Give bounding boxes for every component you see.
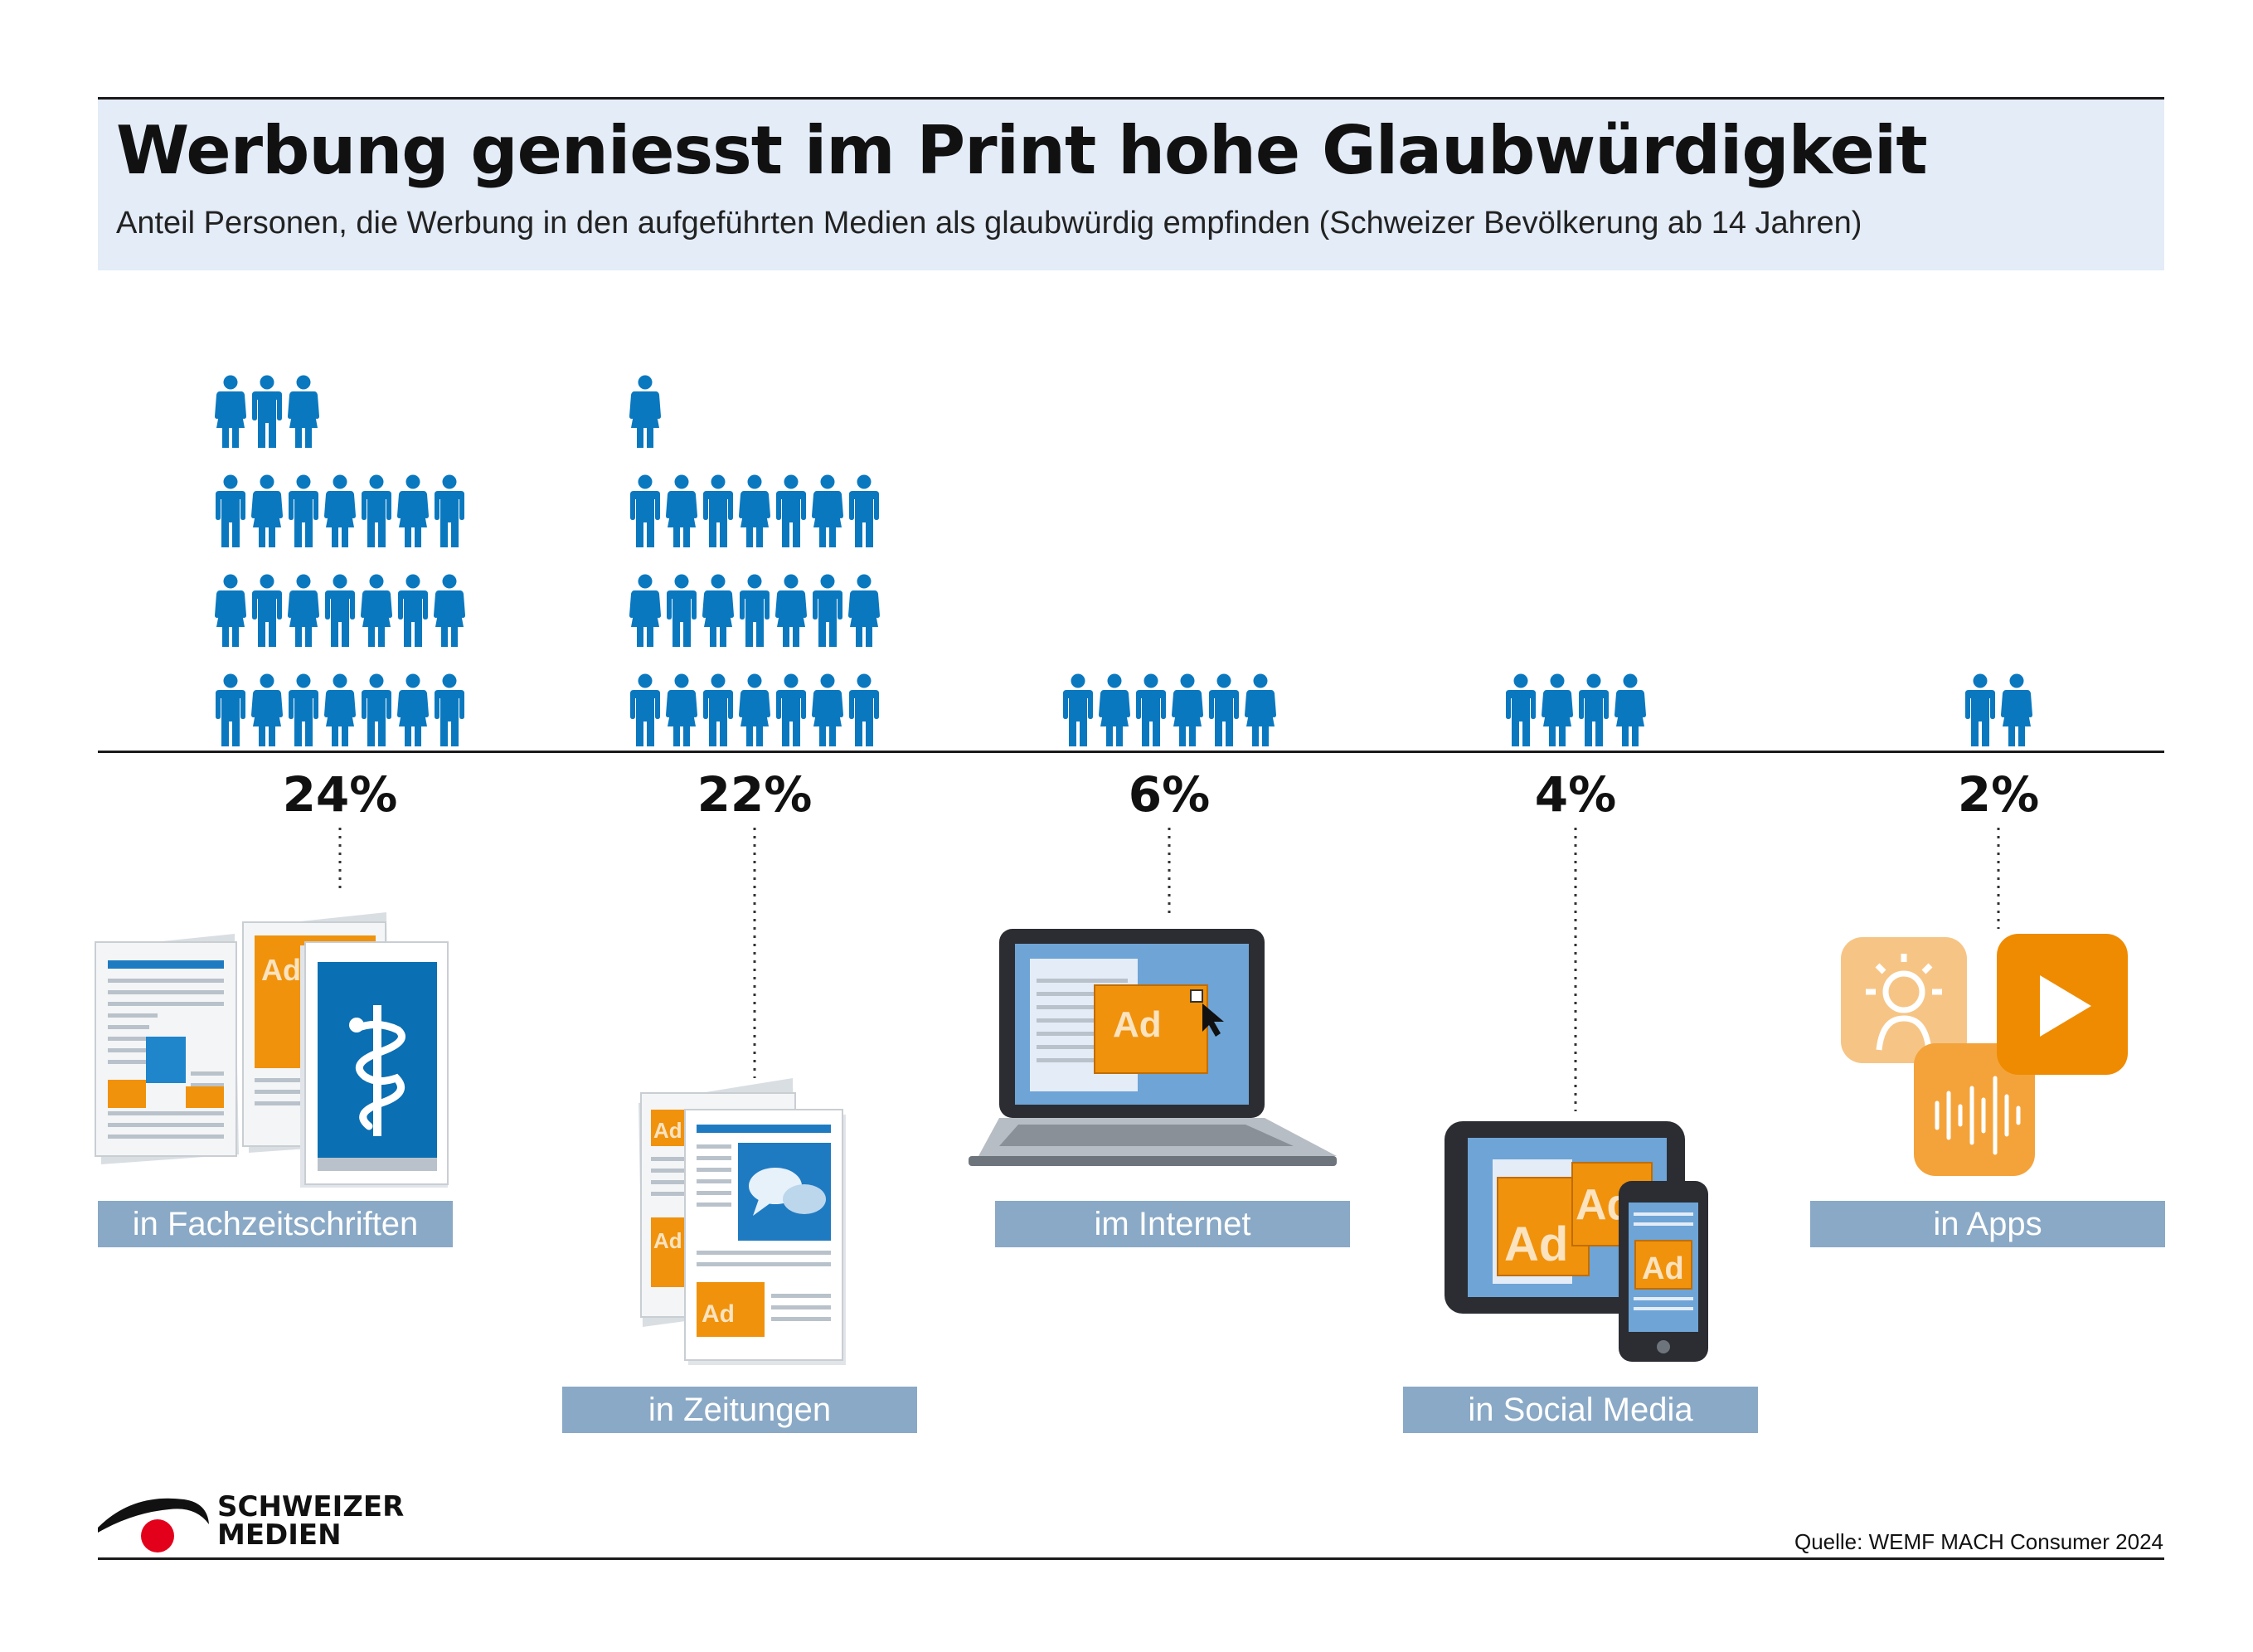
magazine-icon: Ad: [95, 912, 449, 1188]
leader-lines: [338, 828, 2000, 1111]
person-figure: [776, 673, 806, 746]
person-figure: [1542, 673, 1573, 746]
value-label: 4%: [1535, 766, 1616, 823]
person-figure: [288, 574, 319, 647]
apps-icon: [1841, 934, 2128, 1176]
person-figure: [251, 673, 283, 746]
person-figure: [289, 673, 318, 746]
person-figure: [324, 474, 356, 547]
person-figure: [1579, 673, 1609, 746]
svg-text:Ad: Ad: [1504, 1217, 1568, 1271]
person-figure: [739, 673, 770, 746]
svg-text:Ad: Ad: [653, 1118, 682, 1143]
person-figure: [1965, 673, 1995, 746]
person-figure: [362, 673, 391, 746]
svg-text:Ad: Ad: [261, 953, 301, 987]
person-figure: [216, 474, 245, 547]
pictogram-figures: [215, 375, 2032, 746]
tablet-phone-icon: Ad Ad Ad: [1445, 1121, 1708, 1362]
person-figure: [629, 574, 661, 647]
person-figure: [740, 574, 770, 647]
svg-text:Ad: Ad: [1113, 1004, 1162, 1045]
person-figure: [1245, 673, 1276, 746]
header-background: [98, 100, 2164, 270]
page-subtitle: Anteil Personen, die Werbung in den aufg…: [116, 206, 1862, 241]
person-figure: [251, 474, 283, 547]
logo-mark: [98, 1498, 209, 1552]
page-title: Werbung geniesst im Print hohe Glaubwürd…: [116, 112, 1928, 189]
person-figure: [362, 474, 391, 547]
person-figure: [776, 474, 806, 547]
person-figure: [702, 574, 734, 647]
person-figure: [1172, 673, 1203, 746]
person-figure: [848, 574, 880, 647]
person-figure: [630, 673, 660, 746]
person-figure: [667, 574, 697, 647]
value-label: 6%: [1129, 766, 1210, 823]
person-figure: [703, 673, 733, 746]
person-figure: [849, 673, 879, 746]
person-figure: [434, 574, 465, 647]
person-figure: [812, 474, 843, 547]
person-figure: [435, 673, 464, 746]
person-figure: [1506, 673, 1536, 746]
person-figure: [324, 673, 356, 746]
bottom-rule: [98, 1557, 2164, 1560]
person-figure: [775, 574, 807, 647]
top-rule: [98, 97, 2164, 100]
person-figure: [325, 574, 355, 647]
category-label-apps: in Apps: [1810, 1201, 2165, 1247]
person-figure: [288, 375, 319, 448]
person-figure: [216, 673, 245, 746]
svg-text:Ad: Ad: [1642, 1251, 1684, 1286]
person-figure: [812, 673, 843, 746]
value-label: 2%: [1958, 766, 2039, 823]
person-figure: [361, 574, 392, 647]
person-figure: [703, 474, 733, 547]
person-figure: [215, 375, 246, 448]
person-figure: [849, 474, 879, 547]
person-figure: [398, 574, 428, 647]
person-figure: [666, 474, 697, 547]
person-figure: [1063, 673, 1093, 746]
person-figure: [1209, 673, 1239, 746]
category-label-zeitungen: in Zeitungen: [562, 1387, 917, 1433]
person-figure: [630, 474, 660, 547]
person-figure: [215, 574, 246, 647]
person-figure: [1099, 673, 1130, 746]
logo-text: SCHWEIZER MEDIEN: [217, 1493, 404, 1549]
category-label-internet: im Internet: [995, 1201, 1350, 1247]
person-figure: [1614, 673, 1646, 746]
person-figure: [1136, 673, 1166, 746]
logo-line-1: SCHWEIZER: [217, 1490, 405, 1523]
person-figure: [252, 574, 282, 647]
category-label-fachzeitschriften: in Fachzeitschriften: [98, 1201, 453, 1247]
person-figure: [2001, 673, 2032, 746]
person-figure: [397, 673, 429, 746]
person-figure: [629, 375, 661, 448]
person-figure: [435, 474, 464, 547]
source-note: Quelle: WEMF MACH Consumer 2024: [1794, 1529, 2163, 1554]
value-label: 22%: [697, 766, 813, 823]
category-label-social-media: in Social Media: [1403, 1387, 1758, 1433]
person-figure: [739, 474, 770, 547]
logo-line-2: MEDIEN: [217, 1518, 342, 1552]
person-figure: [397, 474, 429, 547]
newspaper-icon: Ad Ad Ad: [639, 1078, 846, 1365]
svg-text:Ad: Ad: [702, 1300, 735, 1328]
person-figure: [813, 574, 842, 647]
value-labels: 24% 22% 6% 4% 2%: [283, 766, 2040, 823]
value-label: 24%: [283, 766, 398, 823]
person-figure: [666, 673, 697, 746]
chart-baseline: [98, 751, 2164, 753]
laptop-icon: Ad: [969, 929, 1337, 1166]
svg-text:Ad: Ad: [653, 1228, 682, 1253]
person-figure: [289, 474, 318, 547]
person-figure: [252, 375, 282, 448]
